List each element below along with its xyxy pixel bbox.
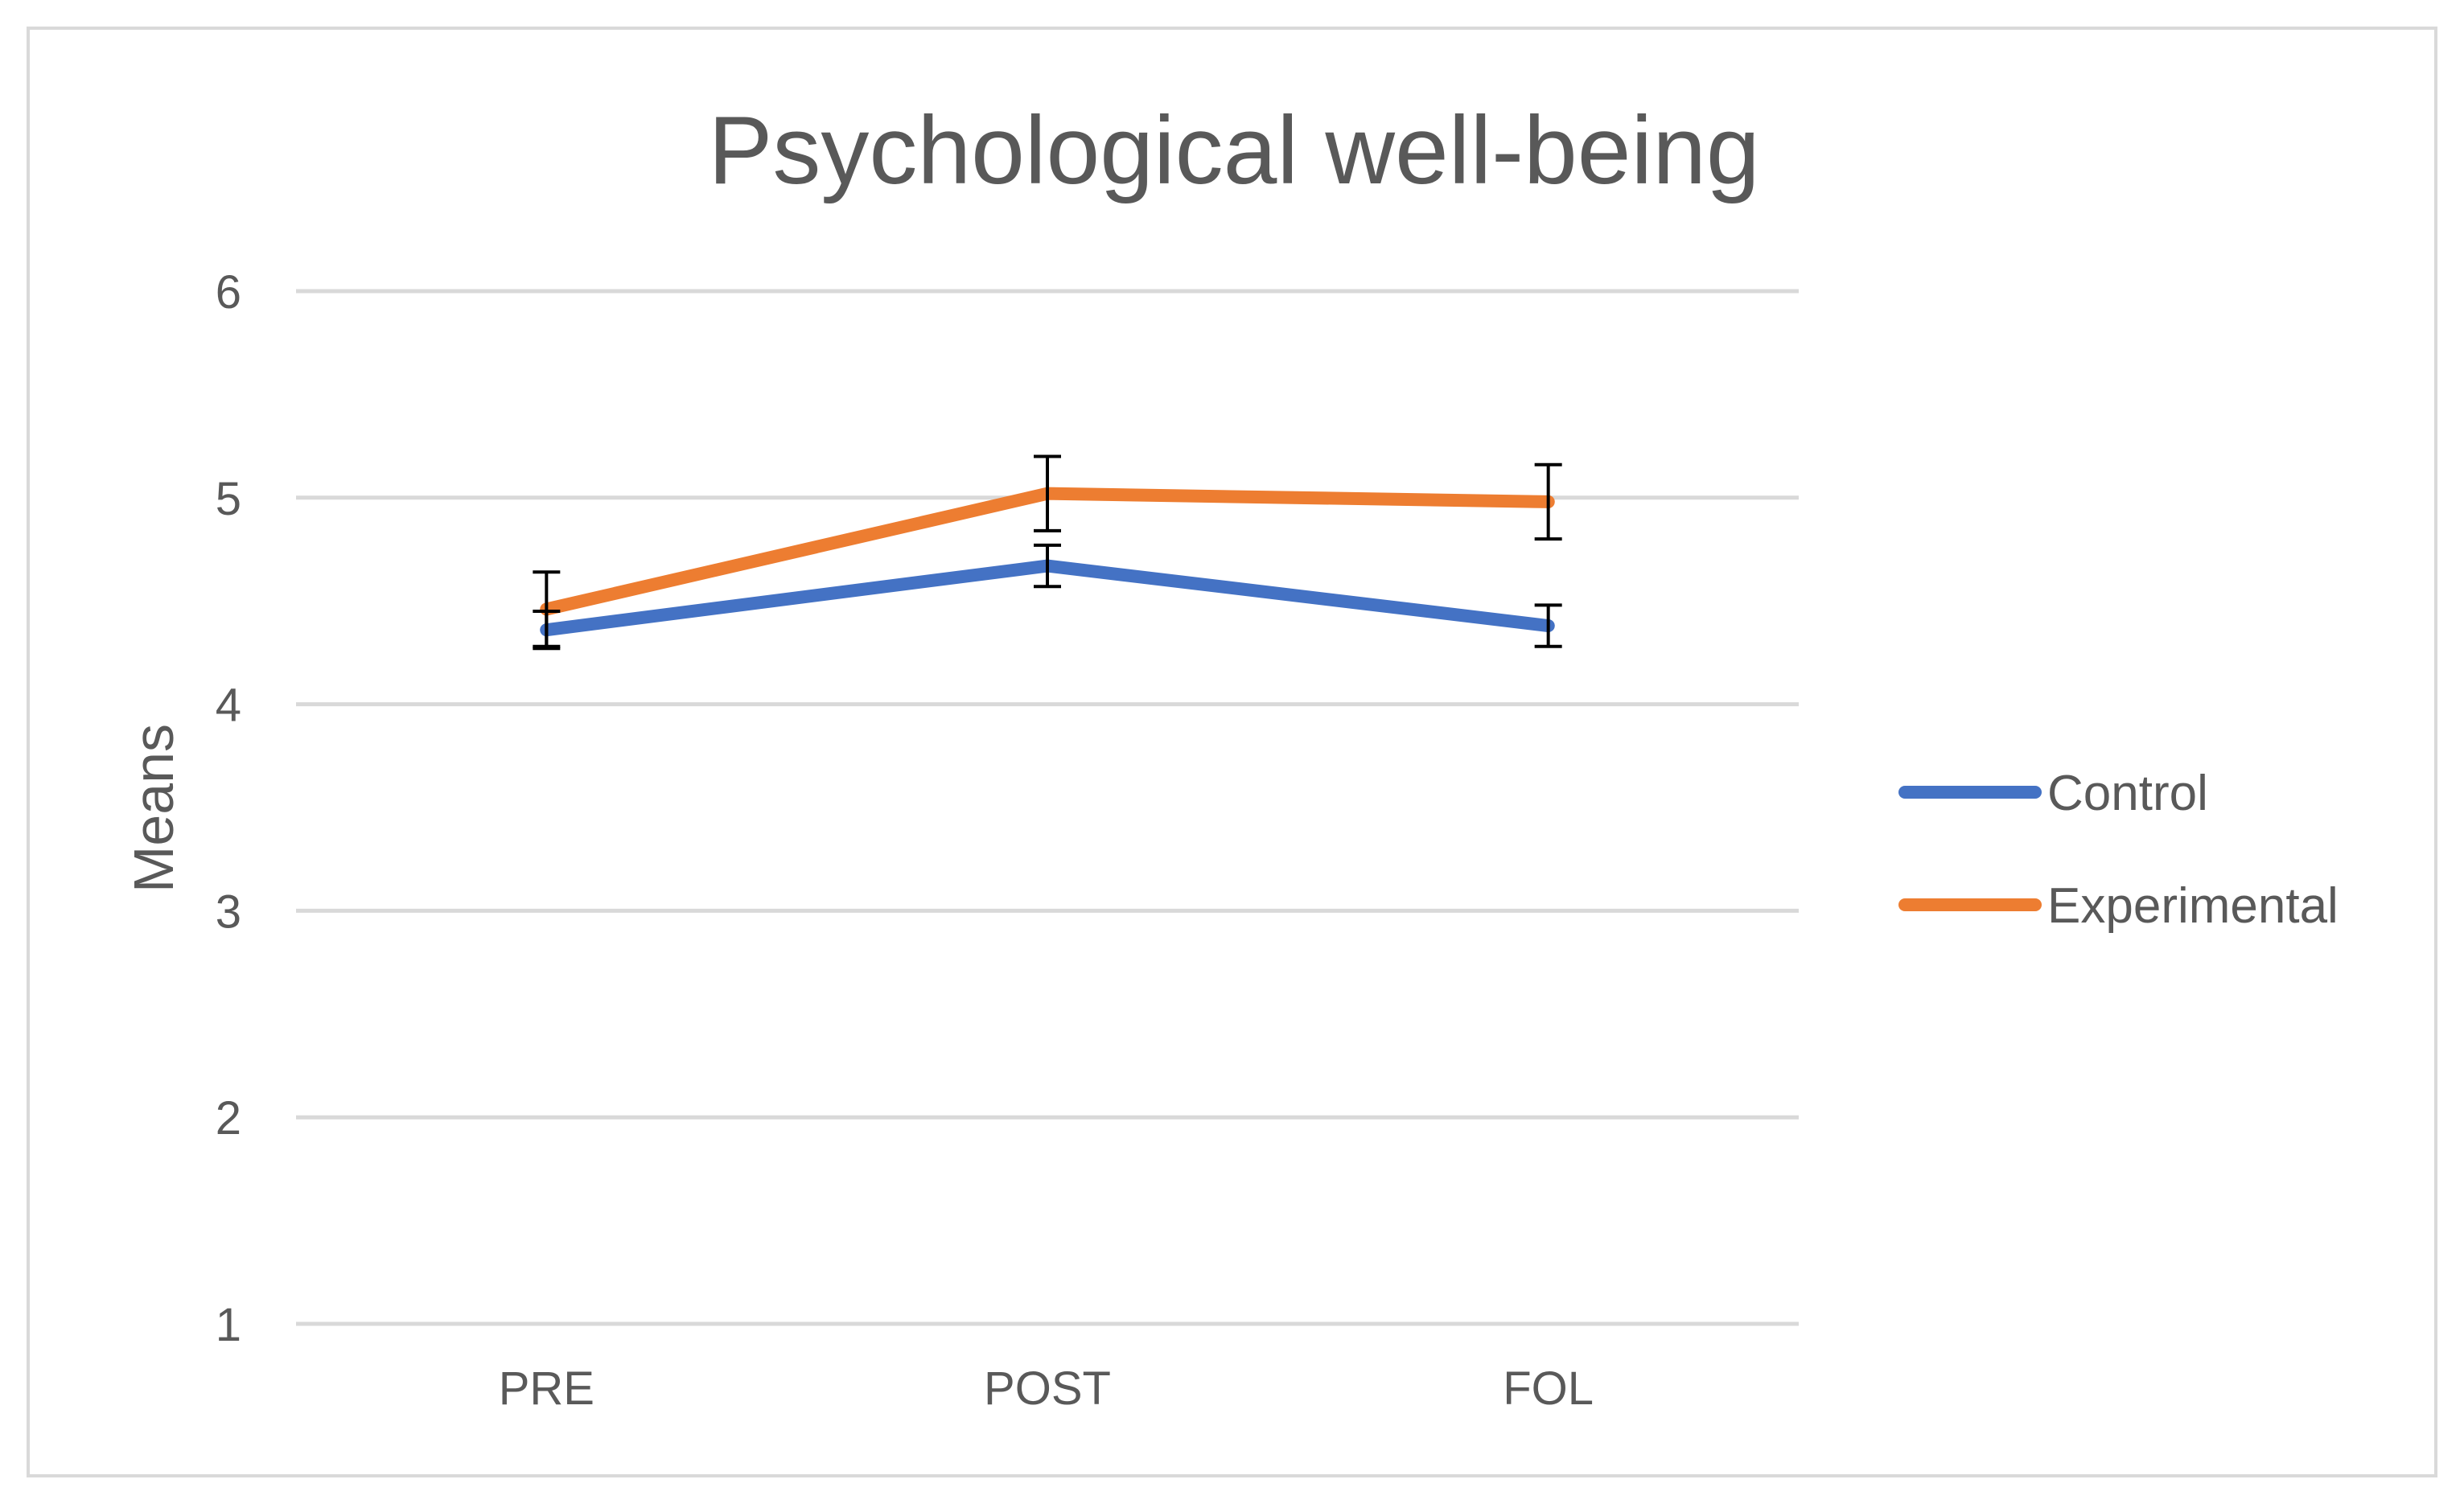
y-axis-ticks: 1 2 3 4 5 6 xyxy=(216,266,241,1351)
error-bar xyxy=(1034,454,1061,532)
y-tick-label: 2 xyxy=(216,1092,241,1144)
x-tick-label: PRE xyxy=(499,1362,594,1415)
legend-item-control: Control xyxy=(1898,766,2208,821)
x-tick-label: FOL xyxy=(1503,1362,1594,1415)
y-tick-label: 5 xyxy=(216,473,241,525)
legend-label: Experimental xyxy=(2047,878,2339,934)
error-bar xyxy=(1534,603,1562,648)
legend-label: Control xyxy=(2047,766,2208,821)
error-bars xyxy=(533,454,1562,651)
chart-frame xyxy=(27,27,2437,1477)
y-tick-label: 4 xyxy=(216,680,241,732)
legend: Control Experimental xyxy=(1898,766,2339,934)
y-tick-label: 6 xyxy=(216,266,241,318)
gridlines xyxy=(296,289,1799,1326)
y-tick-label: 3 xyxy=(216,886,241,938)
x-axis-ticks: PRE POST FOL xyxy=(499,1362,1594,1415)
error-bar xyxy=(533,570,561,648)
x-tick-label: POST xyxy=(984,1362,1111,1415)
error-bar xyxy=(1534,462,1562,541)
y-axis-label: Means xyxy=(122,724,185,893)
legend-item-experimental: Experimental xyxy=(1898,878,2339,934)
chart-title: Psychological well-being xyxy=(708,97,1759,204)
y-tick-label: 1 xyxy=(216,1299,241,1351)
error-bar xyxy=(1034,543,1061,589)
